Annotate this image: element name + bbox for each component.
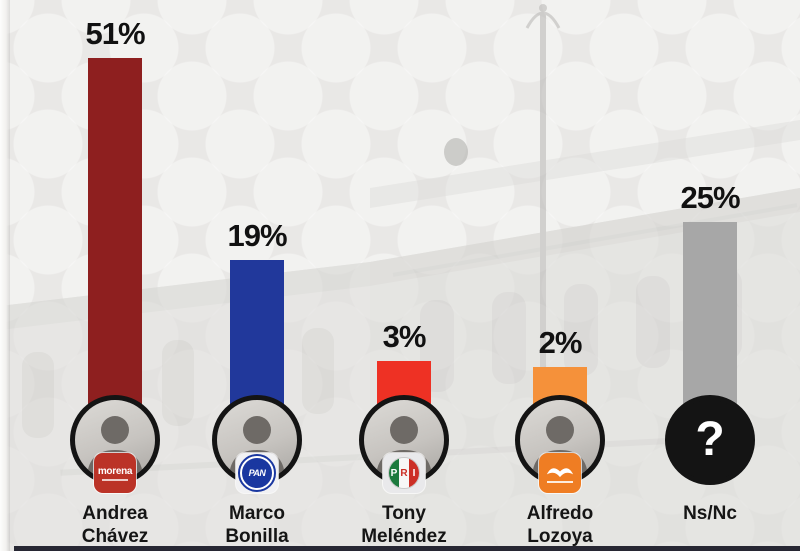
- candidate-column-ns-nc: 25% ? Ns/Nc: [630, 0, 790, 551]
- poll-bar-morena: [88, 58, 142, 430]
- candidate-name: Tony Meléndez: [361, 503, 447, 547]
- morena-tagline-line: [102, 478, 128, 481]
- mc-wordmark-line: [547, 480, 573, 483]
- candidate-column-alfredo-lozoya: 2% Alfredo Lozoya: [480, 0, 640, 551]
- page-edge-highlight: [0, 0, 10, 551]
- bottom-edge-strip: [14, 546, 800, 551]
- party-badge-pan: PAN: [236, 453, 278, 493]
- candidate-column-tony-melendez: 3% P R I Tony Meléndez: [324, 0, 484, 551]
- party-badge-pri: P R I: [383, 453, 425, 493]
- party-badge-morena: morena: [94, 453, 136, 493]
- candidate-name: Alfredo Lozoya: [526, 503, 594, 547]
- unknown-avatar: ?: [665, 395, 755, 485]
- candidate-name: Marco Bonilla: [225, 503, 289, 547]
- pri-logo-icon: P R I: [388, 457, 420, 489]
- bar-value-label: 25%: [680, 180, 740, 215]
- bar-value-label: 51%: [85, 16, 145, 51]
- bar-value-label: 19%: [227, 218, 287, 253]
- question-mark-icon: ?: [695, 413, 725, 466]
- bar-value-label: 2%: [538, 325, 583, 360]
- party-badge-movimiento-ciudadano: [539, 453, 581, 493]
- mc-eagle-icon: [546, 467, 574, 477]
- bar-value-label: 3%: [382, 319, 427, 354]
- pan-logo-icon: PAN: [238, 454, 276, 492]
- candidate-column-andrea-chavez: 51% morena Andrea Chávez: [35, 0, 195, 551]
- candidate-name: Andrea Chávez: [81, 503, 149, 547]
- candidate-name: Ns/Nc: [683, 503, 737, 524]
- candidate-column-marco-bonilla: 19% PAN Marco Bonilla: [177, 0, 337, 551]
